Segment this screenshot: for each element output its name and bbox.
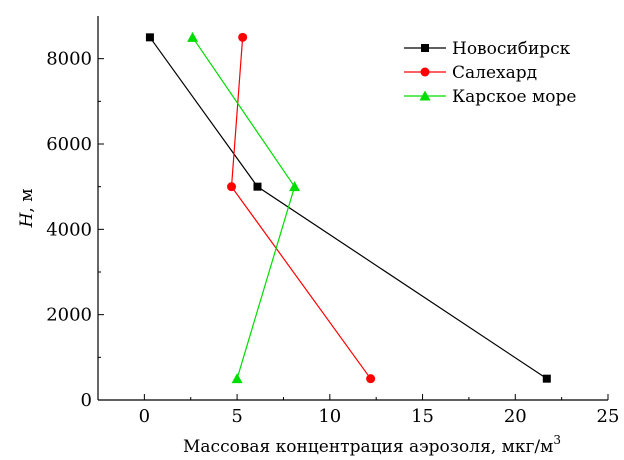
data-point <box>231 373 243 384</box>
legend-marker <box>420 67 430 77</box>
x-tick-label: 15 <box>411 406 434 427</box>
y-axis-title: H, м <box>17 189 37 229</box>
legend: Новосибирск Салехард Карское море <box>404 39 576 107</box>
data-point <box>289 181 301 192</box>
legend-marker <box>421 44 429 52</box>
data-point <box>366 374 376 384</box>
series-3 <box>187 31 301 384</box>
legend-item: Салехард <box>404 63 537 83</box>
y-tick-label: 2000 <box>46 305 92 326</box>
series-layer <box>145 31 551 384</box>
x-tick-label: 20 <box>504 406 527 427</box>
x-tick-label: 10 <box>318 406 341 427</box>
legend-marker <box>419 90 431 101</box>
x-tick-label: 0 <box>139 406 150 427</box>
data-point <box>187 31 199 42</box>
legend-item: Карское море <box>404 87 576 107</box>
data-point <box>542 374 551 383</box>
data-point <box>253 182 262 191</box>
data-point <box>238 32 248 42</box>
legend-item: Новосибирск <box>404 39 571 59</box>
x-tick-label: 25 <box>597 406 620 427</box>
legend-label: Новосибирск <box>452 39 571 59</box>
x-tick-label: 5 <box>231 406 242 427</box>
series-2 <box>227 32 376 384</box>
legend-label: Салехард <box>452 63 537 83</box>
series-1 <box>145 33 551 383</box>
data-point <box>145 33 154 42</box>
series-line <box>192 36 296 379</box>
y-tick-label: 0 <box>81 390 92 411</box>
y-tick-label: 6000 <box>46 134 92 155</box>
data-point <box>227 182 237 192</box>
y-axis-ticks: 0 2000 4000 6000 8000 <box>46 49 104 411</box>
y-tick-label: 8000 <box>46 49 92 70</box>
plot-axes <box>97 16 608 401</box>
legend-label: Карское море <box>452 87 576 107</box>
x-axis-title: Массовая концентрация аэрозоля, мкг/м3 <box>183 433 561 457</box>
x-axis-ticks: 0 5 10 15 20 25 <box>97 394 620 427</box>
y-tick-label: 4000 <box>46 219 92 240</box>
